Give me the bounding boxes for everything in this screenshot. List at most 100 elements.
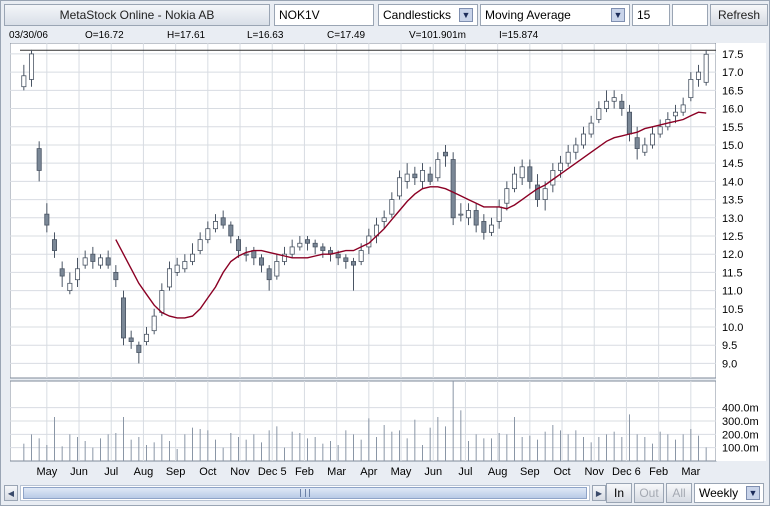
candle-body: [488, 224, 495, 233]
chart-type-value: Candlesticks: [383, 8, 452, 22]
candle-body: [519, 166, 525, 179]
candle-body: [481, 221, 487, 233]
candle-body: [266, 268, 272, 281]
y-tick-label: 15.0: [722, 140, 743, 152]
x-tick-label: Oct: [553, 466, 570, 478]
y-tick-label: 13.0: [722, 213, 743, 225]
scrollbar-thumb[interactable]: [23, 487, 587, 499]
candle-body: [281, 253, 288, 262]
scroll-right-icon[interactable]: ▶: [592, 485, 606, 501]
candle-body: [649, 133, 656, 146]
candle-body: [289, 246, 295, 255]
quote-date: 03/30/06: [9, 30, 48, 41]
x-tick-label: Mar: [327, 466, 346, 478]
candle-body: [672, 111, 679, 117]
zoom-out-button[interactable]: Out: [634, 483, 664, 503]
y-tick-label: 16.5: [722, 85, 743, 97]
candle-body: [97, 257, 104, 266]
candle-body: [611, 97, 617, 102]
candle-body: [28, 53, 35, 80]
candle-body: [695, 71, 702, 80]
chart-navigation-bar: ◀ ▶ In Out All Weekly ▼: [4, 483, 768, 503]
candle-body: [642, 144, 648, 153]
x-tick-label: Aug: [488, 466, 508, 478]
candle-body: [243, 253, 249, 256]
candle-body: [166, 268, 173, 288]
candle-body: [435, 159, 441, 179]
x-tick-label: Jul: [104, 466, 118, 478]
candle-body: [212, 221, 219, 230]
candle-body: [588, 122, 594, 135]
candle-body: [274, 261, 280, 277]
candle-body: [573, 144, 579, 153]
candle-body: [634, 137, 640, 149]
y-tick-label: 17.0: [722, 67, 743, 79]
candle-body: [412, 173, 418, 179]
candle-body: [304, 239, 311, 244]
axis-area: [716, 43, 766, 461]
interval-select[interactable]: Weekly ▼: [694, 483, 764, 503]
candle-body: [603, 100, 610, 109]
x-tick-label: Feb: [649, 466, 668, 478]
candle-body: [565, 151, 571, 164]
candle-body: [557, 162, 564, 171]
x-tick-label: Dec 5: [258, 466, 287, 478]
chevron-down-icon[interactable]: ▼: [459, 8, 473, 22]
quote-volume: V=101.901m: [409, 30, 466, 41]
candle-body: [496, 206, 502, 222]
y-tick-label: 14.0: [722, 176, 743, 188]
candle-body: [320, 246, 326, 251]
x-tick-label: Dec 6: [612, 466, 641, 478]
period-input[interactable]: 15: [632, 4, 670, 26]
candle-body: [74, 268, 81, 281]
candle-body: [389, 199, 395, 215]
candle-body: [182, 261, 188, 270]
candle-body: [90, 253, 96, 262]
candle-body: [36, 148, 42, 171]
candle-body: [312, 242, 318, 248]
scroll-left-icon[interactable]: ◀: [4, 485, 18, 501]
candle-body: [527, 166, 533, 182]
candle-body: [358, 250, 364, 262]
horizontal-scrollbar[interactable]: [20, 485, 590, 501]
x-tick-label: Jun: [70, 466, 88, 478]
y-tick-label: 12.5: [722, 231, 743, 243]
candle-body: [473, 210, 479, 226]
candle-body: [427, 173, 433, 182]
extra-input[interactable]: [672, 4, 708, 26]
refresh-button[interactable]: Refresh: [710, 4, 768, 26]
candle-body: [197, 239, 203, 251]
price-chart[interactable]: 17.5 17.0 16.5 16.0 15.5 15.0 14.5 14.0 13.5 13.0…: [10, 43, 766, 479]
chart-type-select[interactable]: Candlesticks ▼: [378, 4, 478, 26]
candle-body: [381, 217, 387, 222]
candle-body: [59, 268, 65, 277]
x-tick-label: Mar: [681, 466, 700, 478]
zoom-in-button[interactable]: In: [606, 483, 632, 503]
candle-body: [189, 253, 196, 262]
candle-body: [21, 75, 27, 88]
chevron-down-icon[interactable]: ▼: [746, 486, 760, 500]
symbol-input[interactable]: NOK1V: [274, 4, 374, 26]
candle-body: [419, 170, 426, 182]
candle-body: [120, 297, 127, 339]
y-tick-label: 14.5: [722, 158, 743, 170]
candle-body: [297, 242, 303, 248]
grip-icon: [300, 489, 310, 497]
candle-body: [128, 337, 134, 342]
indicator-select[interactable]: Moving Average ▼: [480, 4, 630, 26]
candle-body: [335, 253, 341, 259]
candle-body: [220, 217, 226, 226]
x-tick-label: Apr: [360, 466, 377, 478]
candle-body: [450, 159, 456, 219]
chevron-down-icon[interactable]: ▼: [611, 8, 625, 22]
candle-body: [205, 228, 211, 241]
zoom-all-button[interactable]: All: [666, 483, 692, 503]
candle-body: [504, 188, 510, 204]
candle-body: [228, 224, 234, 237]
x-tick-label: May: [36, 466, 57, 478]
candle-body: [105, 257, 111, 266]
volume-tick-label: 200.0m: [722, 429, 759, 441]
x-tick-label: Oct: [199, 466, 216, 478]
x-tick-label: Nov: [230, 466, 250, 478]
